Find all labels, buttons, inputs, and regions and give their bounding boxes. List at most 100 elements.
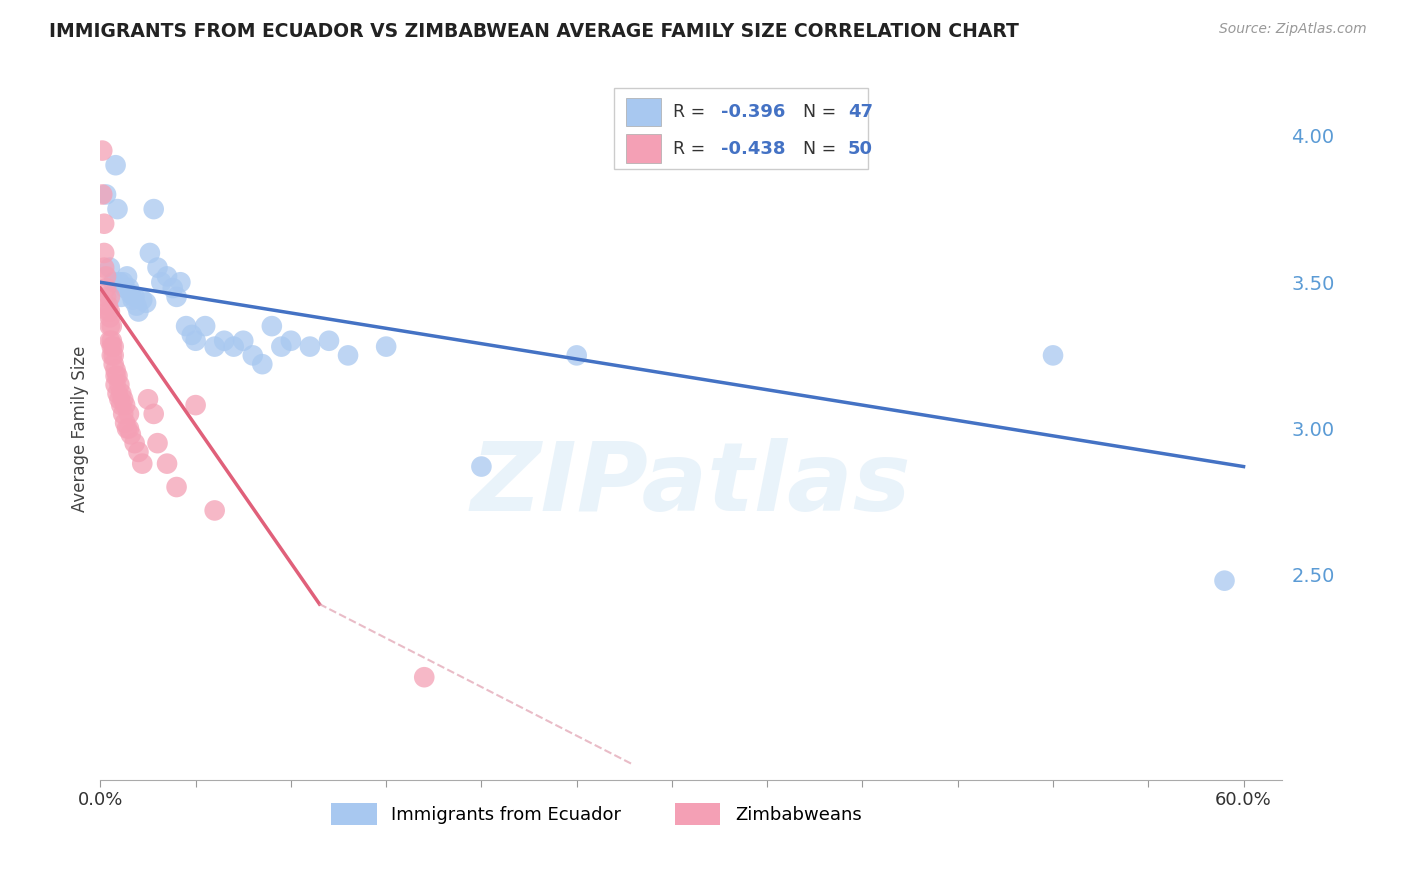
Point [146,260,169,275]
Point [125,299,148,313]
Text: 47: 47 [848,103,873,121]
Point [166,480,188,494]
Point [103,340,125,354]
Point [91,187,114,202]
Point [104,377,127,392]
Point [110,290,132,304]
Point [270,340,292,354]
Point [108,392,131,407]
Point [93,246,115,260]
Point [222,340,245,354]
Point [98,304,121,318]
Point [103,357,125,371]
Point [120,427,142,442]
Point [91,144,114,158]
Point [298,340,321,354]
Point [101,348,124,362]
Point [280,334,302,348]
Y-axis label: Average Family Size: Average Family Size [72,345,89,512]
Point [212,334,235,348]
Point [112,407,135,421]
Point [204,503,226,517]
Point [318,334,340,348]
Point [184,398,207,412]
Point [93,217,115,231]
Point [118,281,141,295]
Point [94,290,117,304]
Point [97,304,120,318]
Point [103,348,125,362]
Point [166,290,188,304]
Point [174,319,197,334]
Point [110,386,132,401]
Point [94,187,117,202]
Point [94,269,117,284]
Point [260,319,283,334]
Point [337,348,360,362]
Point [470,459,492,474]
Point [142,202,165,216]
Text: R =: R = [673,139,711,158]
Point [124,436,146,450]
Point [252,357,274,371]
Point [124,290,146,304]
Point [101,319,124,334]
Point [98,310,121,325]
Text: R =: R = [673,103,711,121]
Point [93,260,115,275]
Text: -0.396: -0.396 [720,103,785,121]
Point [150,275,173,289]
Point [98,260,121,275]
Point [112,392,135,407]
Point [108,275,131,289]
Point [107,386,129,401]
Point [104,363,127,377]
Point [101,334,124,348]
Point [375,340,398,354]
Point [156,457,179,471]
Point [413,670,436,684]
Point [98,319,121,334]
Point [110,398,132,412]
Text: 50: 50 [848,139,873,158]
Point [104,368,127,383]
Point [112,275,135,289]
Point [565,348,588,362]
Point [139,246,162,260]
Point [232,334,254,348]
Point [127,445,149,459]
Point [156,269,179,284]
Point [118,421,141,435]
Point [114,281,136,295]
Point [162,281,184,295]
Point [108,377,131,392]
Point [101,340,124,354]
Point [131,293,153,307]
Point [204,340,226,354]
Legend: Immigrants from Ecuador, Zimbabweans: Immigrants from Ecuador, Zimbabweans [322,794,870,834]
FancyBboxPatch shape [614,88,868,169]
Point [180,327,202,342]
Point [115,421,138,435]
Point [121,293,143,307]
Text: ZIPatlas: ZIPatlas [471,438,911,532]
Point [1213,574,1236,588]
Point [135,295,157,310]
Bar [626,135,661,162]
Point [97,299,120,313]
Point [94,281,117,295]
Point [184,334,207,348]
Point [98,334,121,348]
Point [142,407,165,421]
Text: Source: ZipAtlas.com: Source: ZipAtlas.com [1219,22,1367,37]
Text: N =: N = [803,139,842,158]
Point [1042,348,1064,362]
Point [114,416,136,430]
Point [118,407,141,421]
Point [104,158,127,172]
Point [242,348,264,362]
Point [114,398,136,412]
Point [107,368,129,383]
Point [120,287,142,301]
Point [169,275,191,289]
